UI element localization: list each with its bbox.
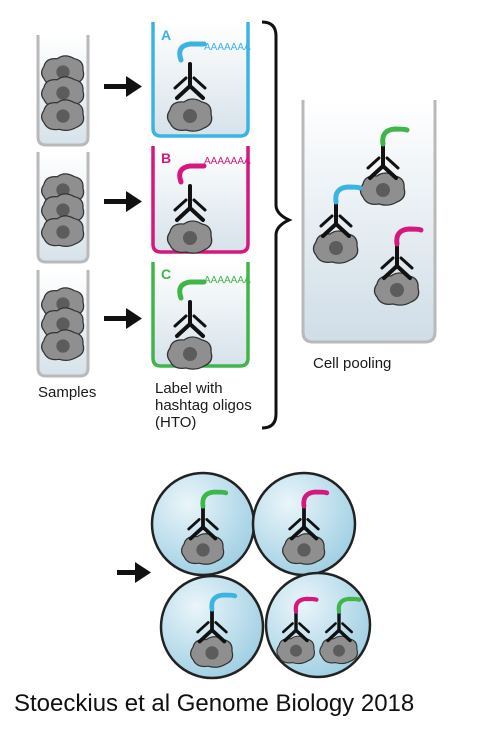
cell-icon: [41, 215, 85, 247]
cell-icon: [41, 193, 85, 225]
cell-icon: [319, 635, 358, 665]
labeled-cell: [359, 126, 410, 206]
labeled-cell: [282, 489, 330, 565]
sample-tubes: [36, 35, 90, 378]
antibody-icon: [288, 504, 320, 541]
antibody-icon: [187, 504, 219, 541]
hashtag-oligo: [380, 126, 410, 147]
cell-icon: [276, 635, 315, 665]
bracket-icon: [261, 20, 293, 430]
pool-tube: [301, 100, 437, 344]
oligo-seq-a: AAAAAAA: [204, 42, 251, 53]
tube-letter-a: A: [161, 27, 171, 43]
label-with-hto-line2: hashtag oligos: [155, 397, 252, 414]
labeled-cell: [181, 489, 229, 565]
antibody-icon: [324, 609, 354, 643]
cell-icon: [282, 533, 326, 565]
antibody-icon: [366, 142, 400, 180]
cell-icon: [41, 307, 85, 339]
cell-icon: [359, 172, 406, 206]
tube-letter-b: B: [161, 150, 171, 166]
antibody-icon: [173, 184, 207, 222]
hashtag-oligo: [177, 279, 207, 301]
arrow-right-icon: [104, 76, 142, 97]
tube-letter-c: C: [161, 266, 171, 282]
arrow-right-icon: [104, 191, 142, 212]
label-tubes: A B C AAAAAAA AAAAAAA AAAAAAA: [151, 22, 251, 370]
label-with-hto-line1: Label with: [155, 380, 223, 397]
arrow-right-icon: [117, 562, 151, 583]
label-with-hto-line3: (HTO): [155, 414, 197, 431]
pooling-tube: [301, 100, 437, 344]
antibody-icon: [281, 609, 311, 643]
cell-icon: [181, 533, 225, 565]
hashtag-oligo: [301, 489, 330, 509]
cell-icon: [41, 329, 85, 361]
citation: Stoeckius et al Genome Biology 2018: [14, 690, 415, 717]
arrow-right-icon: [104, 308, 142, 329]
hashtag-oligo: [177, 41, 207, 63]
antibody-icon: [319, 200, 353, 238]
cell-icon: [312, 230, 359, 264]
oligo-seq-b: AAAAAAA: [204, 156, 251, 167]
samples-label: Samples: [38, 384, 97, 401]
antibody-icon: [380, 242, 414, 280]
hashtag-oligo: [177, 163, 207, 185]
labeled-cell: [312, 184, 363, 264]
cell-icon: [41, 76, 85, 108]
cell-icon: [166, 220, 213, 254]
cell-icon: [166, 98, 213, 132]
hashtag-oligo: [200, 489, 229, 509]
droplets: [150, 471, 372, 680]
cell-icon: [41, 99, 85, 131]
oligo-seq-c: AAAAAAA: [204, 275, 251, 286]
cell-icon: [373, 272, 420, 306]
hashtag-oligo: [333, 184, 363, 205]
labeled-cell: [276, 596, 319, 665]
arrows: [104, 76, 151, 583]
cell-pooling-label: Cell pooling: [313, 355, 392, 372]
cell-icon: [190, 636, 234, 668]
hashtag-oligo: [394, 226, 424, 247]
hashtag-oligo: [209, 592, 238, 612]
hashtag-oligo: [293, 596, 319, 614]
antibody-icon: [173, 62, 207, 100]
labeled-cell: [373, 226, 424, 306]
antibody-icon: [173, 300, 207, 338]
cell-icon: [166, 336, 213, 370]
antibody-icon: [196, 607, 228, 644]
labeled-cell: [319, 596, 362, 665]
labeled-cell: [190, 592, 238, 668]
hashtag-oligo: [336, 596, 362, 614]
droplet-icon: [264, 571, 372, 679]
